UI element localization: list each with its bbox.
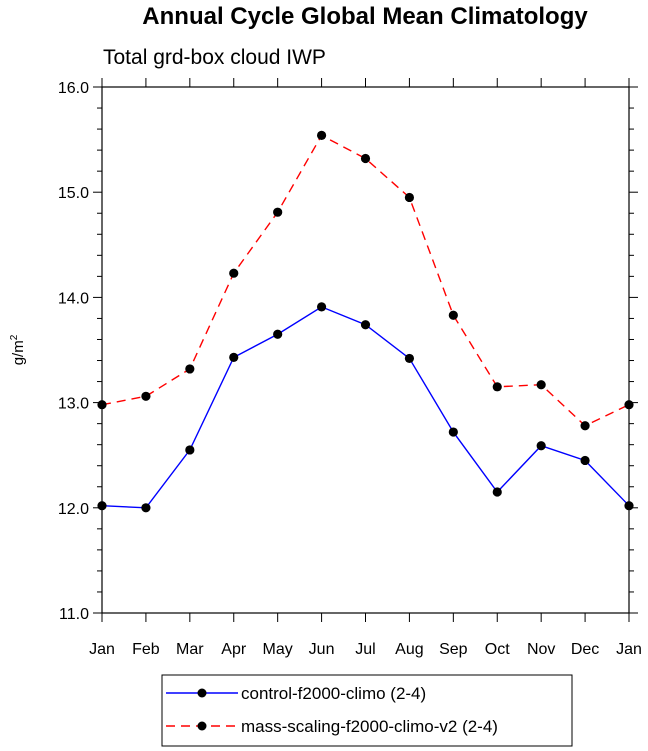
data-point [624, 501, 634, 511]
data-point [580, 421, 590, 431]
series-1 [97, 130, 634, 431]
y-tick-label: 13.0 [58, 396, 89, 413]
y-tick-label: 14.0 [58, 290, 89, 307]
y-tick-label: 15.0 [58, 185, 89, 202]
legend-marker-mass-scaling [197, 721, 207, 731]
x-tick-label: Jan [89, 641, 115, 658]
x-tick-label: Jun [309, 641, 335, 658]
plot-axes [101, 86, 630, 614]
series-layer [97, 130, 634, 513]
y-axis-label-superscript: 2 [9, 334, 20, 340]
legend-marker-control [197, 688, 207, 698]
y-tick-label: 16.0 [58, 80, 89, 97]
data-point [360, 320, 371, 330]
x-tick-label: May [263, 641, 293, 658]
data-point [273, 207, 283, 217]
x-tick-label: Aug [395, 641, 423, 658]
data-point [141, 503, 151, 513]
data-point [316, 302, 327, 312]
data-point [492, 382, 502, 392]
data-point [624, 400, 634, 410]
y-axis-ticks: 11.0 12.0 13.0 14.0 15.0 16.0 [58, 80, 638, 623]
data-point [580, 455, 590, 466]
data-point [404, 353, 415, 364]
series-line [101, 306, 630, 509]
y-tick-label: 12.0 [58, 501, 89, 518]
data-point [536, 380, 546, 390]
data-point [97, 400, 107, 410]
x-tick-label: Dec [571, 641, 599, 658]
data-point [316, 130, 327, 140]
y-tick-label: 11.0 [59, 606, 89, 623]
x-tick-label: Nov [527, 641, 555, 658]
data-point [229, 268, 239, 278]
legend-label-control: control-f2000-climo (2-4) [241, 684, 426, 703]
data-point [536, 441, 546, 451]
data-point [448, 310, 458, 320]
x-tick-label: Mar [176, 641, 204, 658]
data-point [448, 427, 458, 437]
series-0 [97, 302, 634, 513]
x-tick-label: Jul [355, 641, 375, 658]
series-line [101, 134, 630, 427]
plot-frame [101, 86, 630, 614]
x-tick-label: Feb [132, 641, 160, 658]
chart-title: Annual Cycle Global Mean Climatology [142, 3, 588, 30]
data-point [360, 153, 371, 164]
data-point [273, 329, 283, 339]
legend-box [161, 674, 573, 747]
data-point [492, 487, 502, 497]
x-tick-label: Apr [221, 641, 247, 658]
x-tick-label: Jan [616, 641, 642, 658]
data-point [185, 364, 195, 374]
data-point [404, 192, 415, 203]
x-tick-label: Oct [485, 641, 510, 658]
data-point [97, 501, 107, 511]
x-axis-ticks: Jan Feb Mar Apr May Jun Jul Aug Sep Oct Nov Dec Jan [89, 78, 642, 658]
data-point [141, 391, 151, 401]
data-point [229, 352, 239, 362]
y-axis-label: g/m2 [9, 334, 27, 365]
chart-subtitle: Total grd-box cloud IWP [103, 46, 326, 69]
legend-label-mass-scaling: mass-scaling-f2000-climo-v2 (2-4) [241, 717, 498, 736]
legend: control-f2000-climo (2-4) mass-scaling-f… [161, 674, 573, 747]
x-tick-label: Sep [439, 641, 468, 658]
data-point [185, 445, 195, 455]
